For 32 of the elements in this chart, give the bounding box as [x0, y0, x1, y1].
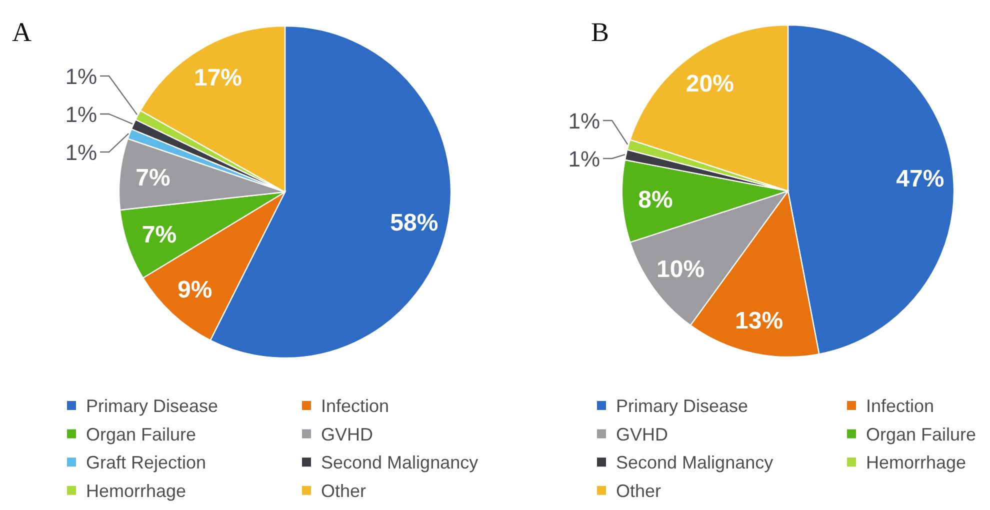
- legend-label: Second Malignancy: [616, 452, 774, 473]
- legend-label: Other: [321, 480, 366, 501]
- legend-label: Primary Disease: [86, 396, 218, 416]
- data-label: 1%: [65, 140, 97, 165]
- data-label: 17%: [194, 64, 242, 91]
- data-label: 20%: [686, 70, 734, 98]
- legend-label: Hemorrhage: [866, 452, 966, 473]
- chart-title: A: [12, 17, 32, 47]
- legend-label: Second Malignancy: [321, 452, 478, 473]
- data-label: 47%: [896, 165, 944, 192]
- legend-label: Infection: [321, 396, 390, 416]
- data-label: 1%: [568, 108, 600, 133]
- data-label: 7%: [142, 221, 177, 248]
- legend-label: GVHD: [616, 424, 668, 444]
- data-label: 1%: [568, 146, 600, 171]
- data-label: 58%: [390, 209, 438, 236]
- data-label: 9%: [177, 276, 212, 303]
- legend-label: Organ Failure: [866, 424, 976, 444]
- data-label: 1%: [65, 64, 97, 89]
- data-label: 1%: [65, 102, 97, 127]
- data-label: 13%: [735, 307, 784, 334]
- legend-label: Primary Disease: [616, 396, 748, 416]
- legend-label: GVHD: [321, 424, 374, 444]
- data-label: 10%: [656, 256, 705, 283]
- legend-label: Infection: [866, 396, 934, 416]
- legend-label: Hemorrhage: [86, 480, 186, 501]
- legend-label: Graft Rejection: [86, 452, 206, 473]
- chart-title: B: [591, 17, 610, 47]
- legend-label: Other: [616, 480, 662, 501]
- legend-label: Organ Failure: [86, 424, 196, 444]
- data-label: 8%: [638, 186, 673, 213]
- data-label: 7%: [136, 164, 170, 192]
